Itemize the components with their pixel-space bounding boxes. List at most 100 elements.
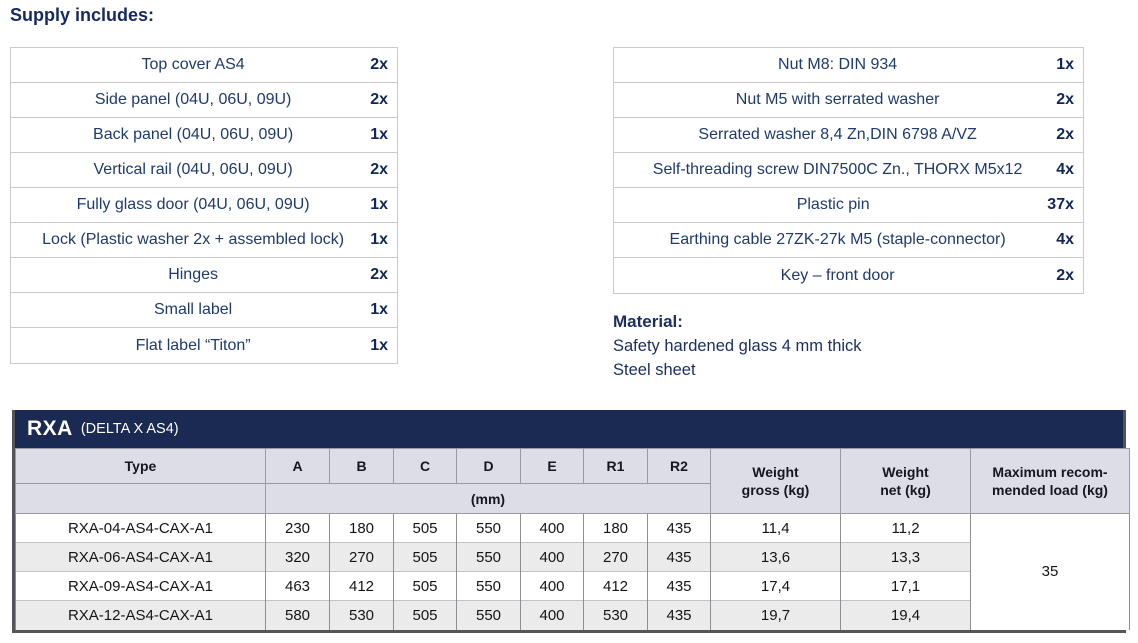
supply-item-qty: 37x (1047, 196, 1074, 213)
material-label: Material: (613, 312, 683, 331)
cell-e: 400 (520, 600, 584, 630)
cell-max-load: 35 (970, 513, 1130, 630)
cell-d: 550 (456, 571, 521, 601)
cell-a: 320 (265, 542, 330, 572)
supply-item-label: Nut M5 with serrated washer (735, 91, 940, 108)
supply-row: Vertical rail (04U, 06U, 09U) 2x (11, 153, 397, 188)
col-header-c: C (393, 448, 457, 484)
material-section: Material: Safety hardened glass 4 mm thi… (613, 310, 862, 382)
cell-c: 505 (393, 513, 457, 543)
cell-a: 580 (265, 600, 330, 630)
supply-row: Nut M5 with serrated washer 2x (614, 83, 1083, 118)
cell-weight-gross: 11,4 (710, 513, 841, 543)
col-header-weight-net: Weight net (kg) (840, 448, 971, 514)
material-line: Steel sheet (613, 361, 696, 379)
cell-weight-net: 17,1 (840, 571, 971, 601)
cell-b: 270 (329, 542, 394, 572)
supply-row: Lock (Plastic washer 2x + assembled lock… (11, 223, 397, 258)
cell-r2: 435 (647, 542, 711, 572)
cell-weight-net: 13,3 (840, 542, 971, 572)
supply-item-qty: 1x (1056, 56, 1074, 73)
supply-item-qty: 2x (1056, 126, 1074, 143)
cell-d: 550 (456, 600, 521, 630)
col-header-e: E (520, 448, 584, 484)
unit-label: (mm) (265, 483, 711, 514)
supply-row: Back panel (04U, 06U, 09U) 1x (11, 118, 397, 153)
supply-row: Flat label “Titon” 1x (11, 328, 397, 363)
supply-item-label: Hinges (168, 266, 218, 283)
supply-row: Top cover AS4 2x (11, 48, 397, 83)
page-title: Supply includes: (10, 5, 155, 25)
supply-table-left: Top cover AS4 2x Side panel (04U, 06U, 09… (10, 47, 398, 364)
supply-item-label: Nut M8: DIN 934 (778, 56, 898, 73)
spec-table-title: RXA (27, 417, 73, 440)
supply-item-qty: 1x (370, 126, 388, 143)
cell-r2: 435 (647, 600, 711, 630)
cell-a: 463 (265, 571, 330, 601)
supply-item-label: Plastic pin (796, 196, 870, 213)
cell-e: 400 (520, 542, 584, 572)
spec-table-subtitle: (DELTA X AS4) (80, 421, 179, 437)
cell-r1: 530 (583, 600, 648, 630)
spec-table-section: RXA (DELTA X AS4) Type A B C D E R1 R2 W… (12, 410, 1130, 633)
supply-row: Self-threading screw DIN7500C Zn., THORX… (614, 153, 1083, 188)
supply-table-right: Nut M8: DIN 934 1x Nut M5 with serrated w… (613, 47, 1084, 294)
col-header-a: A (265, 448, 330, 484)
supply-row: Plastic pin 37x (614, 188, 1083, 223)
supply-item-label: Flat label “Titon” (135, 336, 251, 354)
supply-item-qty: 2x (370, 91, 388, 108)
cell-b: 180 (329, 513, 394, 543)
supply-row: Serrated washer 8,4 Zn,DIN 6798 A/VZ 2x (614, 118, 1083, 153)
cell-r1: 412 (583, 571, 648, 601)
supply-item-qty: 2x (1056, 91, 1074, 108)
col-header-d: D (456, 448, 521, 484)
cell-type: RXA-06-AS4-CAX-A1 (15, 542, 266, 572)
col-header-max-load: Maximum recom- mended load (kg) (970, 448, 1130, 514)
supply-item-qty: 2x (370, 161, 388, 178)
col-header-r1: R1 (583, 448, 648, 484)
cell-weight-gross: 13,6 (710, 542, 841, 572)
supply-item-label: Vertical rail (04U, 06U, 09U) (93, 161, 293, 178)
cell-weight-gross: 17,4 (710, 571, 841, 601)
cell-r2: 435 (647, 571, 711, 601)
cell-weight-gross: 19,7 (710, 600, 841, 630)
table-row: RXA-12-AS4-CAX-A1 580 530 505 550 400 53… (15, 600, 1130, 630)
cell-weight-net: 19,4 (840, 600, 971, 630)
supply-item-qty: 2x (370, 266, 388, 283)
cell-r2: 435 (647, 513, 711, 543)
col-header-b: B (329, 448, 394, 484)
col-header-r2: R2 (647, 448, 711, 484)
spec-table: Type A B C D E R1 R2 Weight gross (kg) W… (15, 448, 1130, 630)
cell-a: 230 (265, 513, 330, 543)
supply-item-qty: 1x (370, 301, 388, 318)
cell-c: 505 (393, 542, 457, 572)
supply-item-qty: 2x (370, 56, 388, 73)
supply-item-label: Top cover AS4 (141, 56, 245, 73)
cell-b: 412 (329, 571, 394, 601)
supply-item-label: Side panel (04U, 06U, 09U) (94, 91, 292, 108)
supply-row: Nut M8: DIN 934 1x (614, 48, 1083, 83)
cell-r1: 270 (583, 542, 648, 572)
cell-b: 530 (329, 600, 394, 630)
supply-item-label: Back panel (04U, 06U, 09U) (93, 126, 294, 143)
supply-item-label: Fully glass door (04U, 06U, 09U) (76, 196, 310, 213)
table-row: RXA-06-AS4-CAX-A1 320 270 505 550 400 27… (15, 542, 1130, 572)
supply-row: Small label 1x (11, 293, 397, 328)
supply-item-qty: 1x (370, 336, 388, 354)
table-row: RXA-04-AS4-CAX-A1 230 180 505 550 400 18… (15, 513, 1130, 630)
supply-row: Fully glass door (04U, 06U, 09U) 1x (11, 188, 397, 223)
supply-item-label: Self-threading screw DIN7500C Zn., THORX… (652, 161, 1023, 178)
cell-r1: 180 (583, 513, 648, 543)
spec-table-titlebar: RXA (DELTA X AS4) (15, 410, 1123, 448)
supply-row: Key – front door 2x (614, 258, 1083, 293)
supply-item-qty: 4x (1056, 161, 1074, 178)
supply-item-qty: 1x (370, 196, 388, 213)
supply-item-qty: 2x (1056, 266, 1074, 284)
supply-item-label: Key – front door (780, 266, 895, 284)
supply-item-qty: 1x (370, 231, 388, 248)
supply-row: Earthing cable 27ZK-27k M5 (staple-conne… (614, 223, 1083, 258)
supply-item-label: Lock (Plastic washer 2x + assembled lock… (42, 231, 345, 248)
cell-type: RXA-12-AS4-CAX-A1 (15, 600, 266, 630)
cell-d: 550 (456, 542, 521, 572)
supply-row: Side panel (04U, 06U, 09U) 2x (11, 83, 397, 118)
